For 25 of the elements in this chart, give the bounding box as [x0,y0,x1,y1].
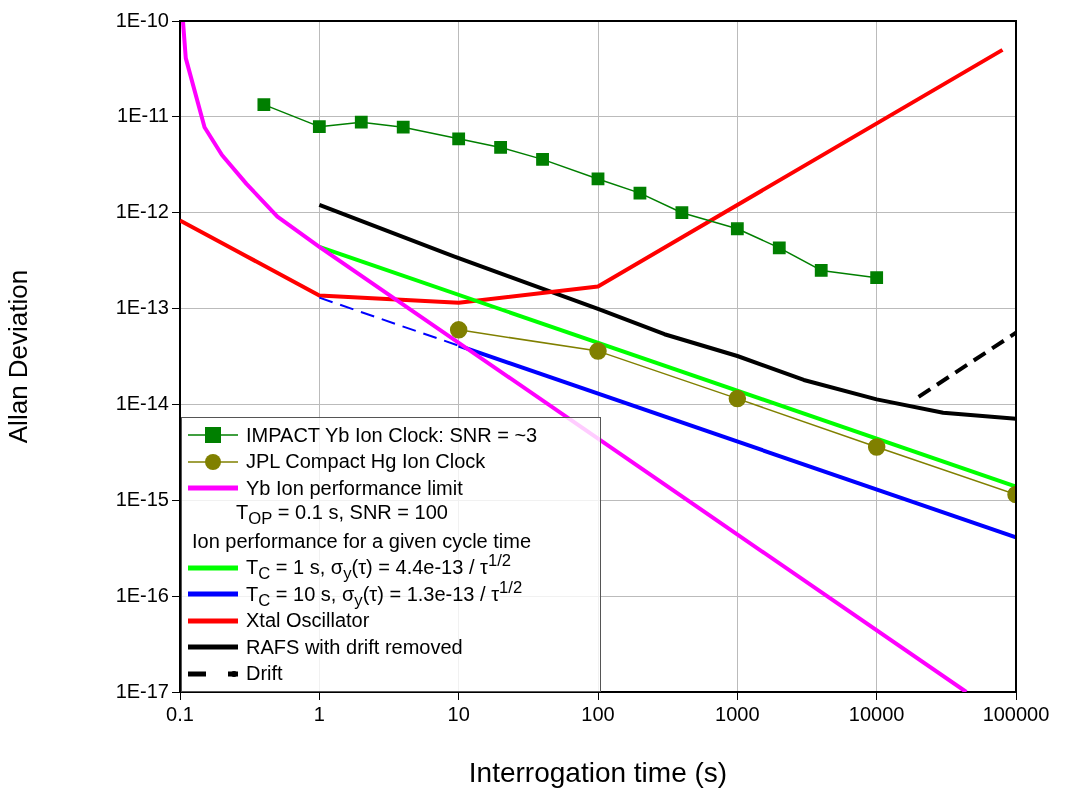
x-tick-label: 10 [447,702,470,725]
annotation: T$_{OP}$ = 0.1 s, SNR = 100 [236,500,448,529]
y-tick-label: 1E-16 [115,583,169,606]
legend-label: Drift [246,662,283,686]
y-tick-label: 1E-10 [115,8,169,31]
legend-label: RAFS with drift removed [246,635,463,659]
x-tick-label: 100 [581,702,615,725]
y-axis-title: Allan Deviation [2,269,33,444]
x-axis-title: Interrogation time (s) [468,756,728,788]
annotation: Ion performance for a given cycle time [192,529,532,553]
y-tick-label: 1E-15 [115,487,169,510]
y-tick-label: 1E-13 [115,296,169,319]
x-tick-label: 1 [313,702,325,725]
x-tick-label: 0.1 [166,702,194,725]
x-tick-label: 100000 [982,702,1050,725]
legend-label: IMPACT Yb Ion Clock: SNR = ~3 [246,423,538,447]
legend-label: Xtal Oscillator [246,609,370,633]
x-tick-label: 10000 [848,702,905,725]
y-tick-label: 1E-12 [115,200,169,223]
legend-label: Yb Ion performance limit [246,476,463,500]
y-tick-label: 1E-17 [115,679,169,702]
y-tick-label: 1E-14 [115,391,169,414]
y-tick-label: 1E-11 [117,104,169,127]
x-tick-label: 1000 [715,702,760,725]
legend-label: JPL Compact Hg Ion Clock [246,450,486,474]
